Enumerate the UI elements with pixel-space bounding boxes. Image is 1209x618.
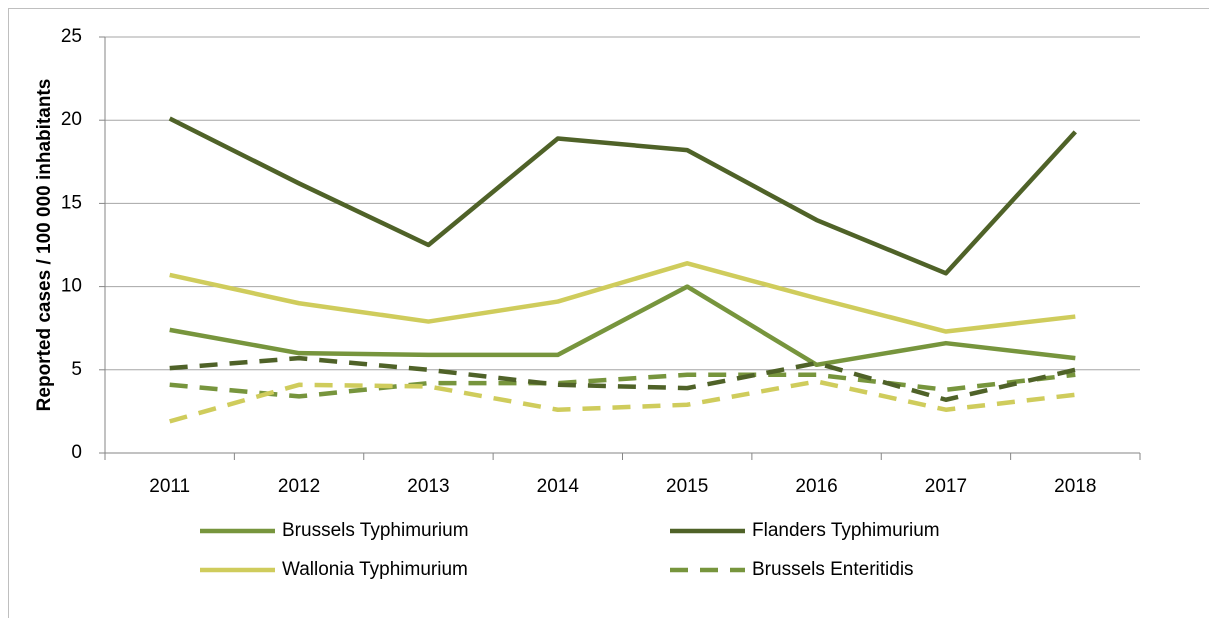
series-line [169, 355, 1076, 403]
y-axis-label: Reported cases / 100 000 inhabitants [34, 79, 55, 412]
series-line [168, 116, 1077, 276]
chart-border [8, 8, 1209, 618]
x-tick-label: 2016 [795, 476, 837, 497]
series-line [169, 284, 1076, 368]
series-line [169, 372, 1076, 399]
x-tick-label: 2017 [925, 476, 967, 497]
series-line [169, 379, 1076, 424]
y-tick-label: 25 [61, 26, 82, 47]
x-tick-label: 2011 [149, 476, 190, 497]
legend-label: Wallonia Typhimurium [282, 559, 468, 580]
y-tick-label: 5 [71, 359, 82, 380]
x-tick-label: 2012 [278, 476, 320, 497]
x-tick-label: 2013 [407, 476, 449, 497]
x-tick-label: 2014 [537, 476, 580, 497]
legend-label: Brussels Typhimurium [282, 520, 469, 541]
y-tick-label: 15 [61, 192, 82, 213]
legend-label: Brussels Enteritidis [752, 559, 914, 580]
series-line [169, 261, 1076, 334]
x-tick-label: 2018 [1054, 476, 1096, 497]
x-tick-label: 2015 [666, 476, 708, 497]
y-tick-label: 0 [71, 442, 82, 463]
legend-label: Flanders Typhimurium [752, 520, 940, 541]
y-tick-label: 20 [61, 109, 82, 130]
y-tick-label: 10 [61, 276, 82, 297]
